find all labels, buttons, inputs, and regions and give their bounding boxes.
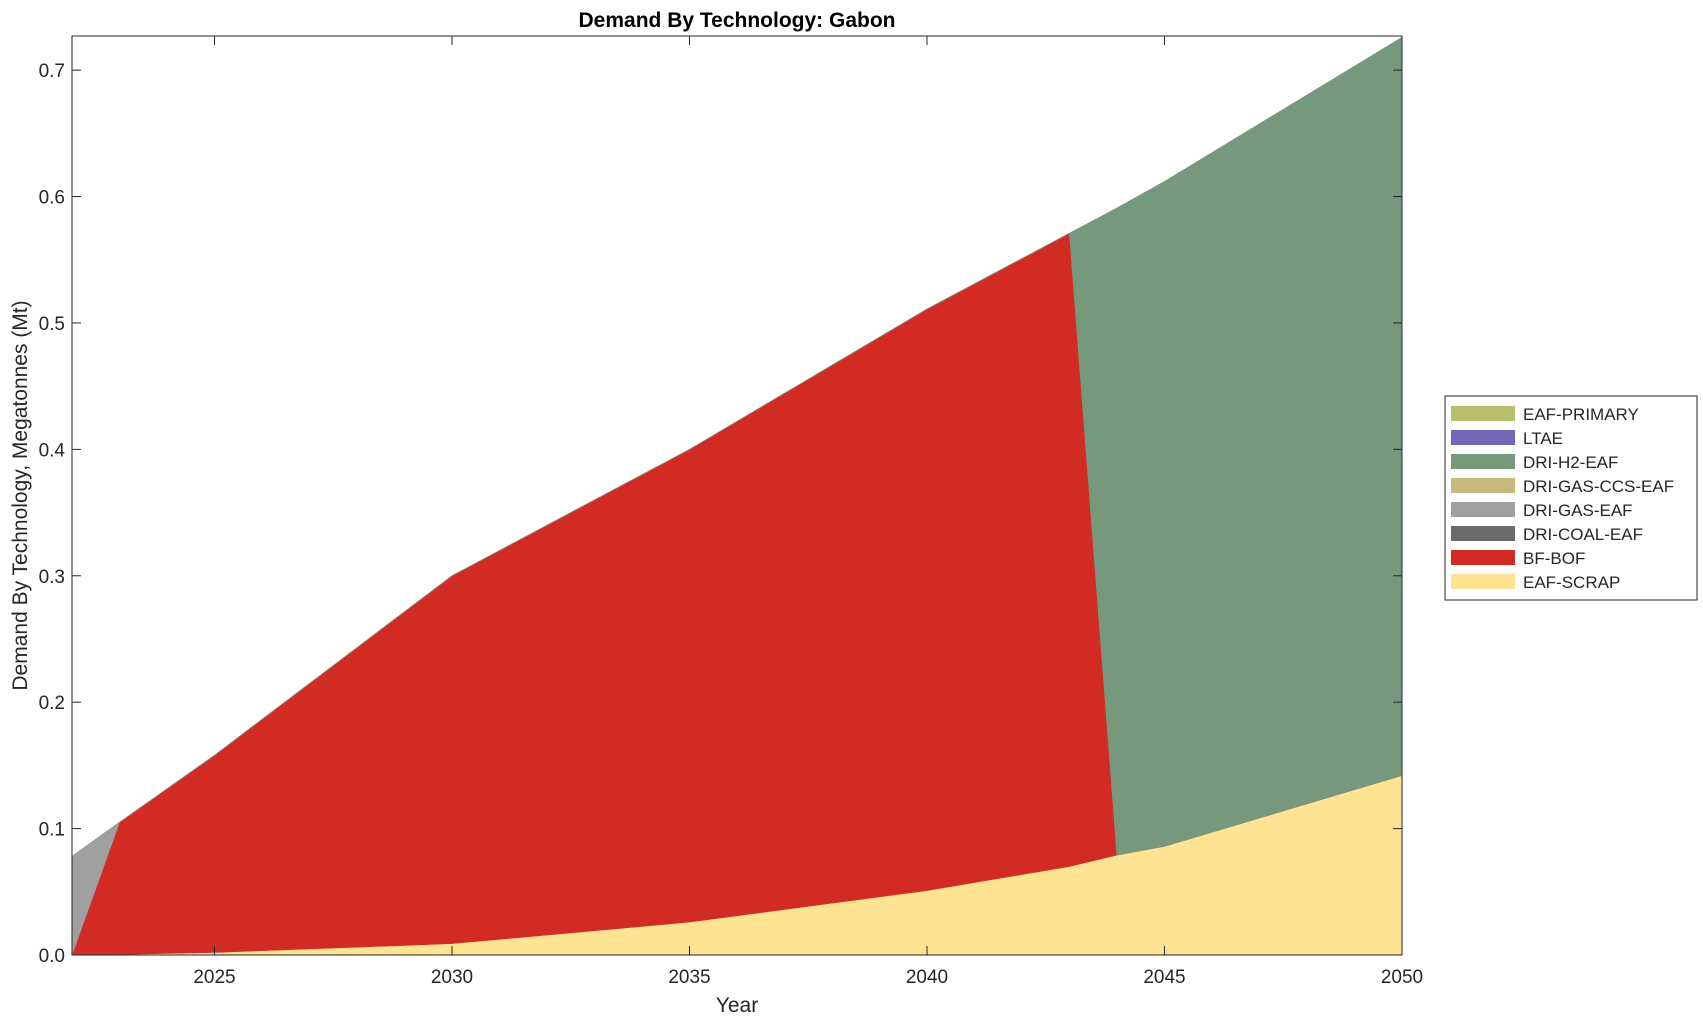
- legend-label: DRI-GAS-EAF: [1523, 501, 1633, 520]
- legend-label: LTAE: [1523, 429, 1563, 448]
- x-axis-label: Year: [716, 994, 758, 1017]
- area-layers: [71, 36, 1403, 956]
- legend-label: DRI-GAS-CCS-EAF: [1523, 477, 1674, 496]
- axis-ticks: 2025 2030 2035 2040 2045 2050 0.0 0.1 0.2 0.3 0.4 0…: [39, 36, 1423, 988]
- legend-label: DRI-H2-EAF: [1523, 453, 1618, 472]
- y-tick-label: 0.2: [39, 693, 65, 714]
- legend-swatch: [1451, 502, 1515, 517]
- x-tick-label: 2025: [193, 967, 235, 988]
- legend-label: EAF-PRIMARY: [1523, 405, 1639, 424]
- x-tick-label: 2030: [431, 967, 473, 988]
- legend-swatch: [1451, 430, 1515, 445]
- legend-label: BF-BOF: [1523, 549, 1585, 568]
- legend-swatch: [1451, 454, 1515, 469]
- legend-swatch: [1451, 574, 1515, 589]
- legend-swatch: [1451, 550, 1515, 565]
- legend-swatch: [1451, 526, 1515, 541]
- legend: EAF-PRIMARY LTAE DRI-H2-EAF DRI-GAS-CCS-EAF…: [1444, 395, 1698, 601]
- y-tick-label: 0.4: [39, 440, 66, 461]
- x-tick-label: 2035: [668, 967, 710, 988]
- y-tick-label: 0.1: [39, 820, 65, 841]
- y-tick-label: 0.7: [39, 61, 65, 82]
- y-tick-label: 0.6: [39, 188, 65, 209]
- y-tick-label: 0.5: [39, 314, 65, 335]
- chart-title: Demand By Technology: Gabon: [579, 9, 896, 32]
- legend-box: [1444, 395, 1698, 601]
- x-tick-label: 2040: [906, 967, 948, 988]
- x-tick-label: 2045: [1143, 967, 1185, 988]
- plot-frame: [71, 35, 1403, 956]
- legend-swatch: [1451, 406, 1515, 421]
- x-tick-label: 2050: [1381, 967, 1423, 988]
- y-tick-label: 0.3: [39, 567, 65, 588]
- legend-swatch: [1451, 478, 1515, 493]
- legend-label: DRI-COAL-EAF: [1523, 525, 1643, 544]
- y-tick-label: 0.0: [39, 946, 65, 967]
- y-axis-label: Demand By Technology, Megatonnes (Mt): [9, 300, 32, 690]
- legend-label: EAF-SCRAP: [1523, 573, 1620, 592]
